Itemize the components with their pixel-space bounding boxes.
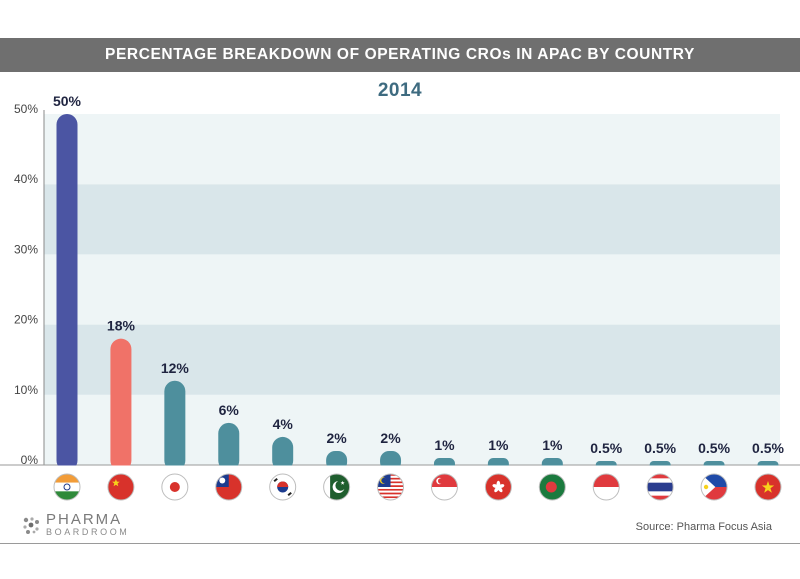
malaysia-flag-icon [377, 473, 405, 501]
philippines-flag-icon [700, 473, 728, 501]
grid-band [44, 114, 780, 185]
logo-text-pharma: PHARMA [46, 511, 123, 528]
bar [272, 436, 294, 471]
y-tick-label: 20% [14, 313, 38, 327]
data-label: 0.5% [590, 440, 622, 456]
chart-title: PERCENTAGE BREAKDOWN OF OPERATING CROs I… [105, 46, 695, 63]
y-tick-label: 50% [14, 102, 38, 116]
bar [218, 422, 240, 471]
singapore-flag-icon [430, 473, 458, 501]
bangladesh-flag-icon [538, 473, 566, 501]
data-label: 4% [273, 416, 294, 432]
logo-dots-icon [23, 516, 39, 534]
data-label: 2% [380, 430, 401, 446]
grid-band [44, 254, 780, 325]
source-note: Source: Pharma Focus Asia [635, 521, 772, 533]
pharma-boardroom-logo: PHARMA BOARDROOM [22, 512, 129, 537]
data-label: 0.5% [752, 440, 784, 456]
chart-subtitle-year: 2014 [377, 80, 423, 101]
japan-flag-icon [161, 473, 189, 501]
footer-divider [0, 543, 800, 544]
vietnam-flag-icon [754, 473, 782, 501]
chart-title-bar: PERCENTAGE BREAKDOWN OF OPERATING CROs I… [0, 38, 800, 72]
data-label: 1% [542, 437, 563, 453]
data-label: 12% [161, 360, 190, 376]
y-tick-label: 40% [14, 172, 38, 186]
bar [110, 338, 132, 471]
data-label: 1% [488, 437, 509, 453]
data-label: 1% [434, 437, 455, 453]
hong-kong-flag-icon [484, 473, 512, 501]
indonesia-flag-icon [592, 473, 620, 501]
bar [56, 114, 78, 471]
china-flag-icon [107, 473, 135, 501]
bar-chart: 0% 10% 20% 30% 40% 50% 50% 18% 12% 6% 4% 2% 2% 1% 1% 1%… [0, 93, 800, 501]
data-label: 0.5% [644, 440, 676, 456]
data-label: 18% [107, 318, 136, 334]
y-tick-label: 10% [14, 383, 38, 397]
y-tick-label: 30% [14, 242, 38, 256]
data-label: 2% [326, 430, 347, 446]
grid-band [44, 184, 780, 255]
y-tick-label: 0% [21, 453, 39, 467]
thailand-flag-icon [646, 473, 674, 501]
grid-band [44, 324, 780, 395]
south-korea-flag-icon [269, 473, 297, 501]
logo-text-boardroom: BOARDROOM [46, 527, 130, 537]
data-label: 0.5% [698, 440, 730, 456]
taiwan-flag-icon [215, 473, 243, 501]
baseline-mask [0, 465, 800, 474]
bar [164, 380, 186, 471]
india-flag-icon [53, 473, 81, 501]
data-label: 50% [53, 93, 82, 109]
pakistan-flag-icon [323, 473, 351, 501]
data-label: 6% [219, 402, 240, 418]
